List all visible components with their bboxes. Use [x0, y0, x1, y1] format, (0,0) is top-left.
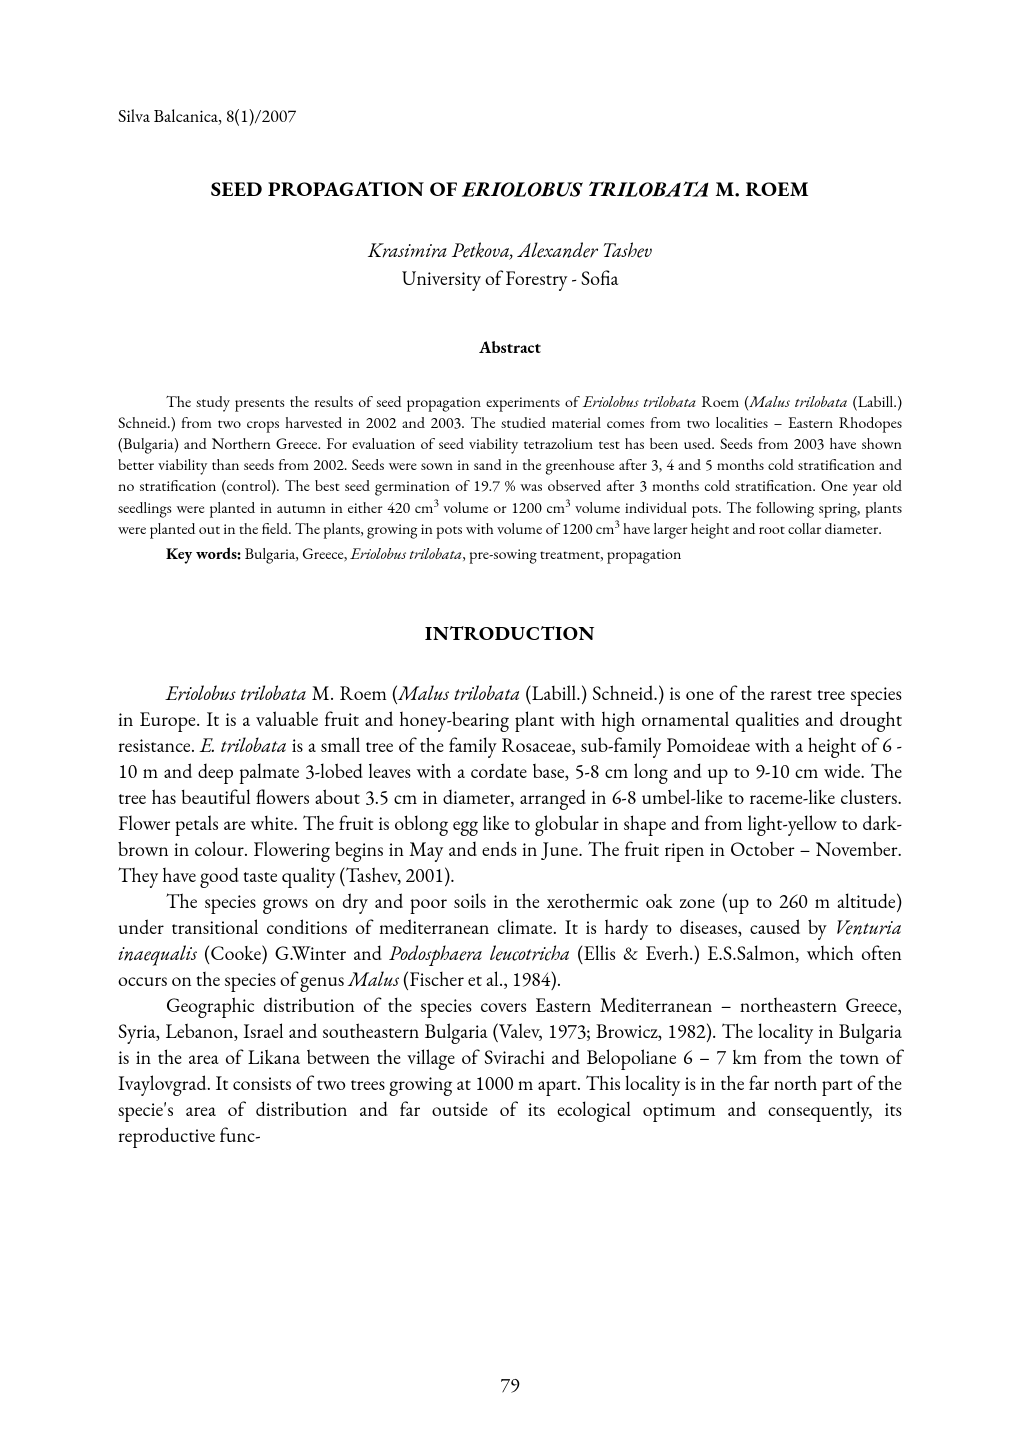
page-number: 79: [0, 1372, 1020, 1398]
abstract-heading: Abstract: [118, 337, 902, 359]
title-suffix: M. ROEM: [710, 176, 809, 203]
keywords-label: Key words:: [166, 543, 241, 564]
affiliation-line: University of Forestry - Sofia: [118, 265, 902, 291]
body-paragraph: The species grows on dry and poor soils …: [118, 888, 902, 992]
body-paragraph: Eriolobus trilobata M. Roem (Malus trilo…: [118, 680, 902, 888]
body-paragraph: Geographic distribution of the species c…: [118, 992, 902, 1148]
article-title: SEED PROPAGATION OF ERIOLOBUS TRILOBATA …: [118, 176, 902, 203]
title-prefix: SEED PROPAGATION OF: [211, 176, 463, 203]
title-species: ERIOLOBUS TRILOBATA: [463, 176, 710, 203]
running-head: Silva Balcanica, 8(1)/2007: [118, 105, 902, 128]
abstract-body: The study presents the results of seed p…: [118, 391, 902, 539]
section-heading-introduction: INTRODUCTION: [118, 620, 902, 646]
keywords-text: Bulgaria, Greece, Eriolobus trilobata, p…: [241, 543, 681, 564]
keywords-line: Key words: Bulgaria, Greece, Eriolobus t…: [118, 543, 902, 564]
author-line: Krasimira Petkova, Alexander Tashev: [118, 237, 902, 263]
